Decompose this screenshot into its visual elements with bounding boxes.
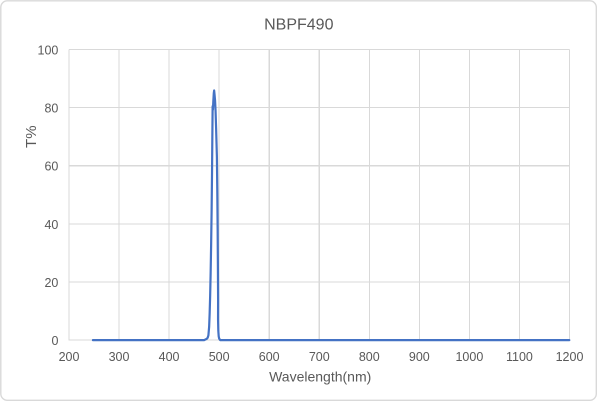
svg-text:300: 300 <box>109 350 130 364</box>
svg-text:20: 20 <box>44 276 58 290</box>
svg-text:200: 200 <box>59 350 80 364</box>
svg-text:600: 600 <box>259 350 280 364</box>
svg-text:500: 500 <box>209 350 230 364</box>
svg-text:1000: 1000 <box>455 350 483 364</box>
svg-text:0: 0 <box>51 334 58 348</box>
svg-text:100: 100 <box>38 43 59 57</box>
svg-text:1200: 1200 <box>556 350 584 364</box>
svg-text:1100: 1100 <box>506 350 533 364</box>
svg-text:80: 80 <box>44 102 58 116</box>
svg-text:NBPF490: NBPF490 <box>264 16 333 33</box>
svg-text:700: 700 <box>309 350 330 364</box>
svg-text:40: 40 <box>44 218 58 232</box>
svg-text:800: 800 <box>359 350 380 364</box>
svg-text:60: 60 <box>44 160 58 174</box>
svg-text:Wavelength(nm): Wavelength(nm) <box>269 368 371 384</box>
svg-text:400: 400 <box>159 350 180 364</box>
svg-text:900: 900 <box>409 350 430 364</box>
svg-text:T%: T% <box>23 125 40 148</box>
